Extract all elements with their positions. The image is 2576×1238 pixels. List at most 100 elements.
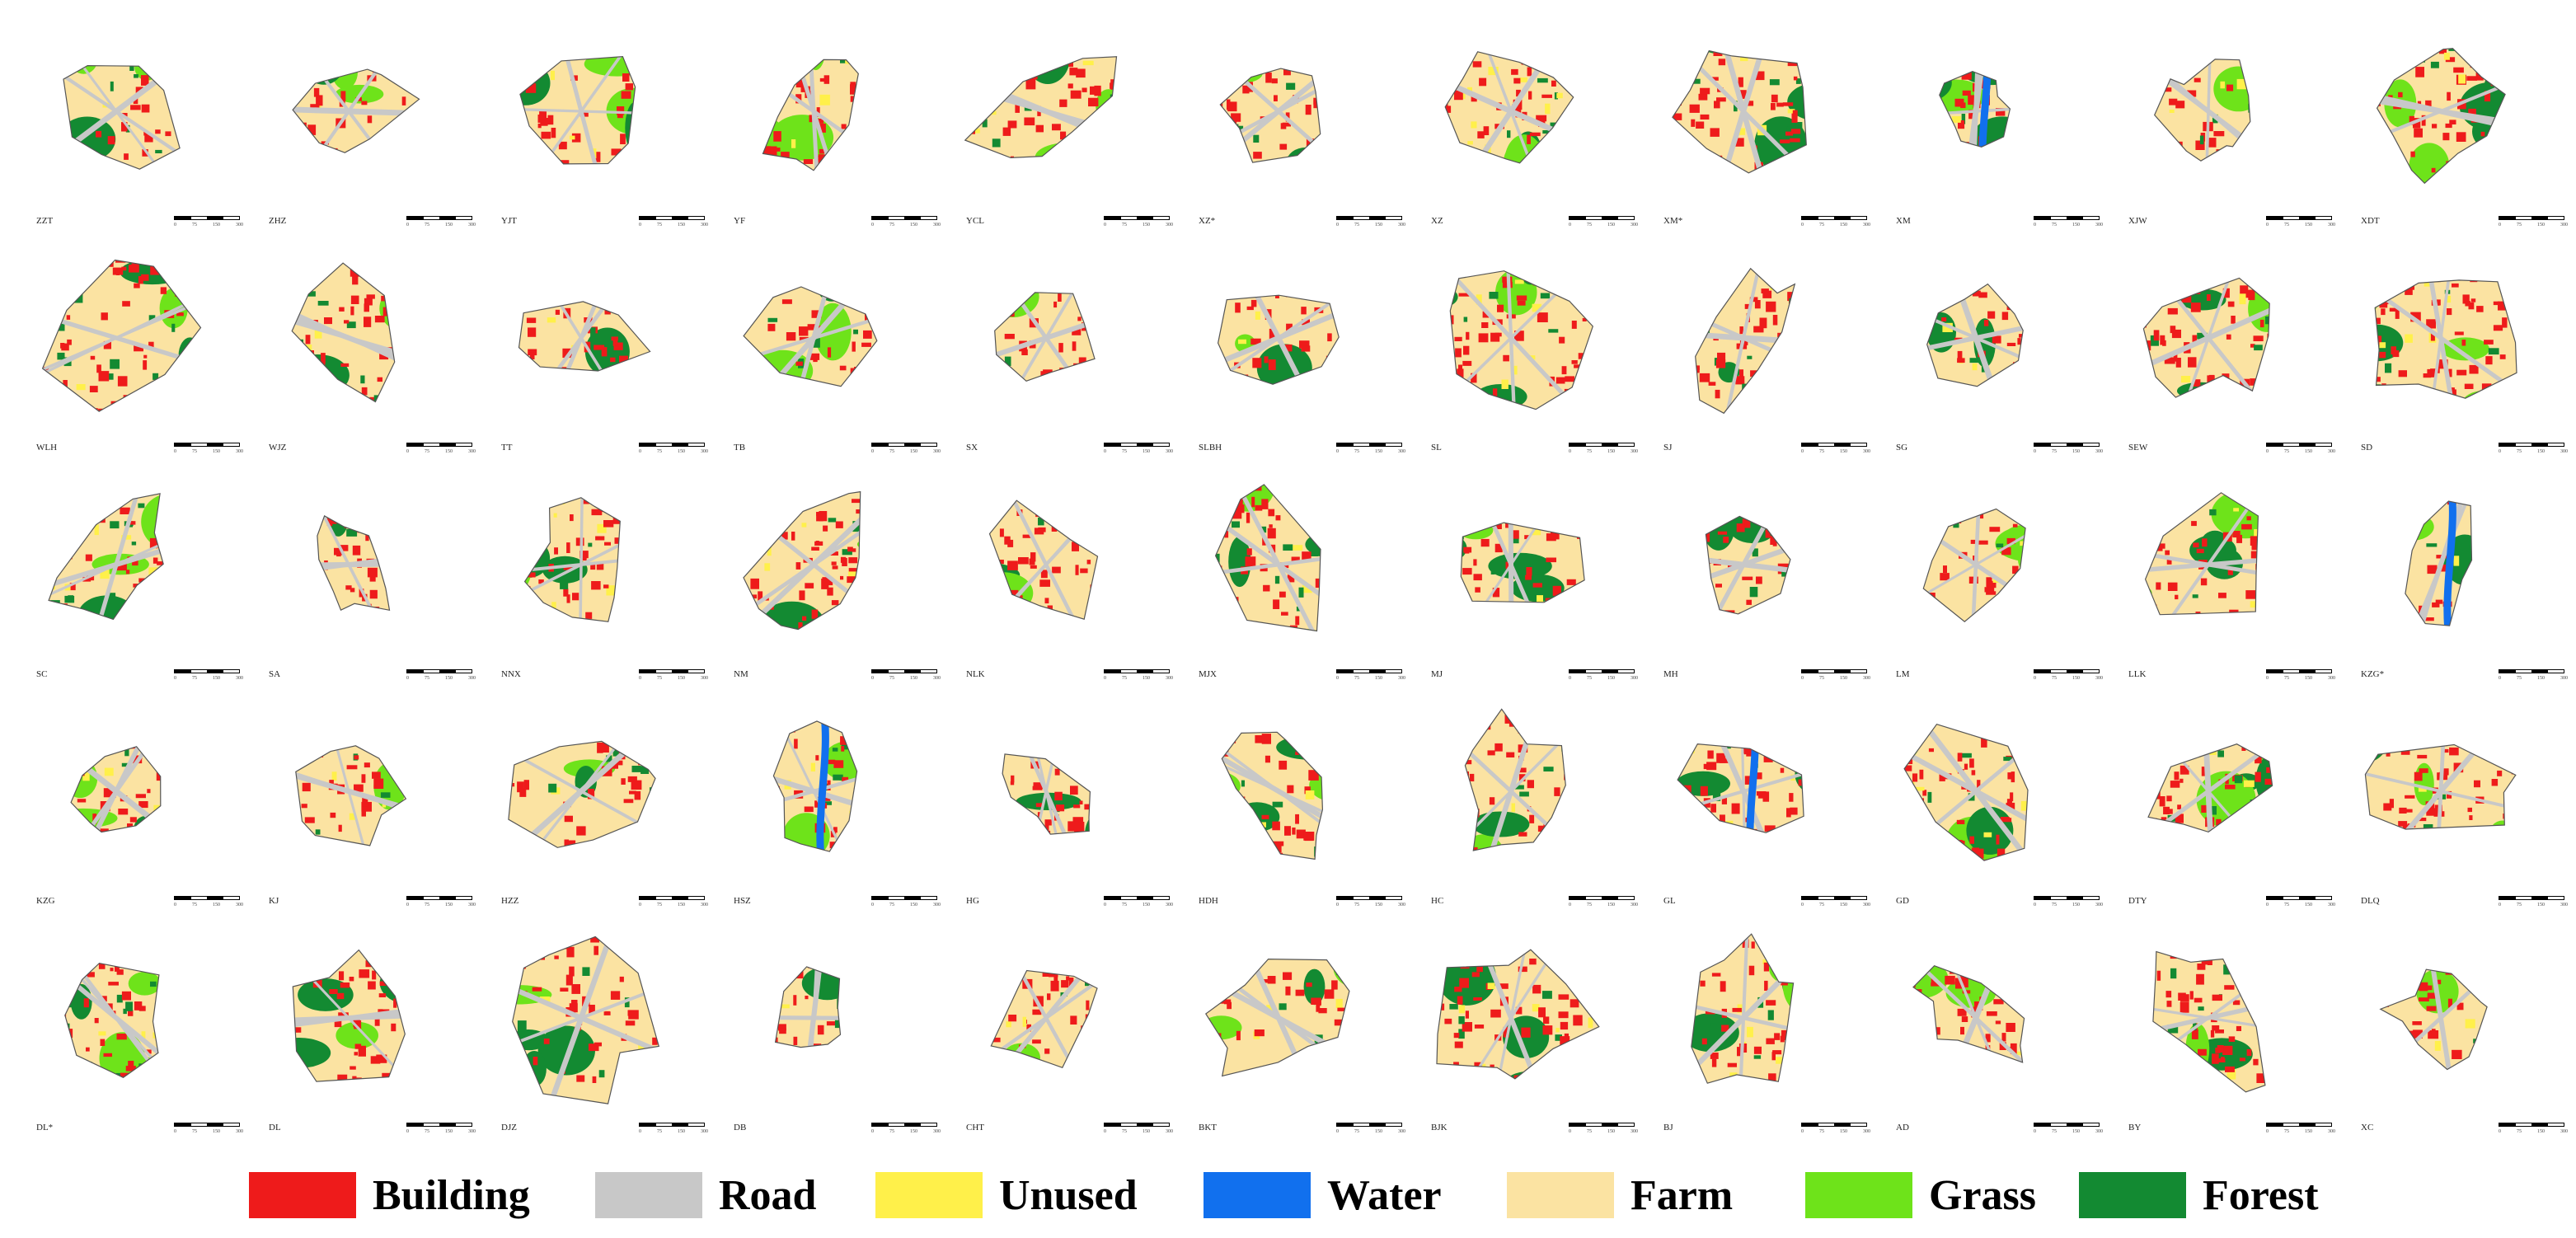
scale-bar: 0 75 150 300 (639, 441, 708, 457)
scale-bar-ticks: 0 75 150 300 (2266, 676, 2335, 681)
village-map (990, 969, 1098, 1069)
scale-tick-label: 300 (2560, 223, 2568, 227)
village-panel: SLBH 0 75 150 300 (1167, 235, 1405, 457)
scale-tick-label: 75 (425, 903, 429, 907)
scale-tick-label: 75 (1354, 223, 1359, 227)
scale-tick-label: 300 (1631, 903, 1638, 907)
village-map (2153, 59, 2251, 162)
legend-label: Unused (999, 1171, 1138, 1219)
scale-tick-label: 150 (1840, 223, 1847, 227)
legend-swatch (1507, 1172, 1614, 1218)
village-panel: SL 0 75 150 300 (1400, 235, 1638, 457)
village-panel: HG 0 75 150 300 (935, 688, 1173, 911)
scale-tick-label: 150 (2305, 449, 2312, 454)
scale-tick-label: 150 (1840, 1129, 1847, 1134)
village-map (512, 936, 660, 1104)
scale-tick-label: 0 (2266, 676, 2269, 681)
scale-tick-label: 300 (2095, 223, 2103, 227)
scale-tick-label: 0 (2499, 223, 2501, 227)
village-panel: WLH 0 75 150 300 (5, 235, 243, 457)
scale-bar: 0 75 150 300 (871, 1121, 941, 1137)
village-map (1695, 267, 1796, 415)
village-panel: BJ 0 75 150 300 (1632, 915, 1870, 1137)
scale-bar: 0 75 150 300 (639, 894, 708, 911)
scale-tick-label: 150 (2305, 903, 2312, 907)
scale-tick-label: 300 (468, 223, 476, 227)
scale-tick-label: 300 (1398, 223, 1405, 227)
scale-tick-label: 300 (933, 223, 941, 227)
scale-bar: 0 75 150 300 (1801, 894, 1870, 911)
village-panel: TB 0 75 150 300 (702, 235, 941, 457)
village-code-label: GL (1663, 896, 1676, 906)
scale-bar: 0 75 150 300 (1336, 894, 1405, 911)
village-map (1214, 484, 1321, 632)
scale-bar-ticks: 0 75 150 300 (871, 223, 941, 227)
scale-tick-label: 300 (1863, 223, 1870, 227)
scale-bar-ticks: 0 75 150 300 (174, 1129, 243, 1134)
scale-bar-ticks: 0 75 150 300 (2034, 1129, 2103, 1134)
scale-bar: 0 75 150 300 (871, 214, 941, 231)
scale-bar-ticks: 0 75 150 300 (174, 223, 243, 227)
village-code-label: SLBH (1199, 443, 1222, 453)
scale-bar: 0 75 150 300 (1336, 441, 1405, 457)
scale-bar: 0 75 150 300 (1336, 214, 1405, 231)
scale-tick-label: 300 (1398, 676, 1405, 681)
scale-tick-label: 150 (2537, 1129, 2545, 1134)
scale-tick-label: 150 (213, 449, 220, 454)
scale-tick-label: 300 (236, 449, 243, 454)
scale-tick-label: 0 (406, 676, 409, 681)
scale-tick-label: 150 (2072, 1129, 2080, 1134)
village-map (41, 259, 202, 412)
village-code-label: TT (501, 443, 513, 453)
scale-bar: 0 75 150 300 (1801, 1121, 1870, 1137)
scale-tick-label: 150 (2537, 903, 2545, 907)
scale-tick-label: 150 (2537, 676, 2545, 681)
village-panel: XDT 0 75 150 300 (2330, 8, 2568, 231)
scale-tick-label: 0 (871, 676, 874, 681)
scale-tick-label: 75 (889, 223, 894, 227)
scale-tick-label: 0 (1336, 676, 1339, 681)
village-panel: LM 0 75 150 300 (1865, 462, 2103, 684)
scale-bar: 0 75 150 300 (174, 894, 243, 911)
scale-tick-label: 75 (2052, 223, 2057, 227)
village-code-label: YF (734, 216, 746, 226)
scale-tick-label: 75 (657, 903, 662, 907)
scale-bar-ticks: 0 75 150 300 (2266, 903, 2335, 907)
village-map (1221, 731, 1324, 861)
village-panel: HC 0 75 150 300 (1400, 688, 1638, 911)
village-map (774, 966, 842, 1048)
scale-bar: 0 75 150 300 (406, 1121, 476, 1137)
village-code-label: NNX (501, 669, 521, 679)
scale-bar: 0 75 150 300 (2266, 894, 2335, 911)
scale-tick-label: 300 (2560, 1129, 2568, 1134)
village-code-label: HC (1431, 896, 1444, 906)
scale-tick-label: 0 (1104, 903, 1106, 907)
village-map (1912, 965, 2025, 1063)
scale-tick-label: 150 (678, 1129, 685, 1134)
village-code-label: CHT (966, 1123, 984, 1132)
village-panel: HDH 0 75 150 300 (1167, 688, 1405, 911)
scale-tick-label: 0 (871, 223, 874, 227)
scale-tick-label: 300 (1631, 1129, 1638, 1134)
village-code-label: HG (966, 896, 979, 906)
village-panel: DLQ 0 75 150 300 (2330, 688, 2568, 911)
scale-bar: 0 75 150 300 (2034, 441, 2103, 457)
scale-tick-label: 0 (2266, 903, 2269, 907)
scale-tick-label: 75 (1587, 223, 1592, 227)
legend-item-farm: Farm (1507, 1172, 1733, 1219)
scale-tick-label: 75 (192, 449, 197, 454)
village-code-label: KJ (269, 896, 279, 906)
scale-tick-label: 0 (406, 1129, 409, 1134)
scale-tick-label: 150 (2305, 1129, 2312, 1134)
village-map (519, 55, 636, 165)
scale-tick-label: 300 (1166, 1129, 1173, 1134)
scale-bar-ticks: 0 75 150 300 (1336, 223, 1405, 227)
scale-tick-label: 0 (2266, 449, 2269, 454)
scale-tick-label: 75 (1587, 449, 1592, 454)
village-map (518, 301, 651, 372)
scale-tick-label: 150 (213, 676, 220, 681)
scale-tick-label: 300 (1863, 1129, 1870, 1134)
village-panel: KZG* 0 75 150 300 (2330, 462, 2568, 684)
scale-tick-label: 300 (2560, 903, 2568, 907)
village-map (1677, 743, 1804, 833)
